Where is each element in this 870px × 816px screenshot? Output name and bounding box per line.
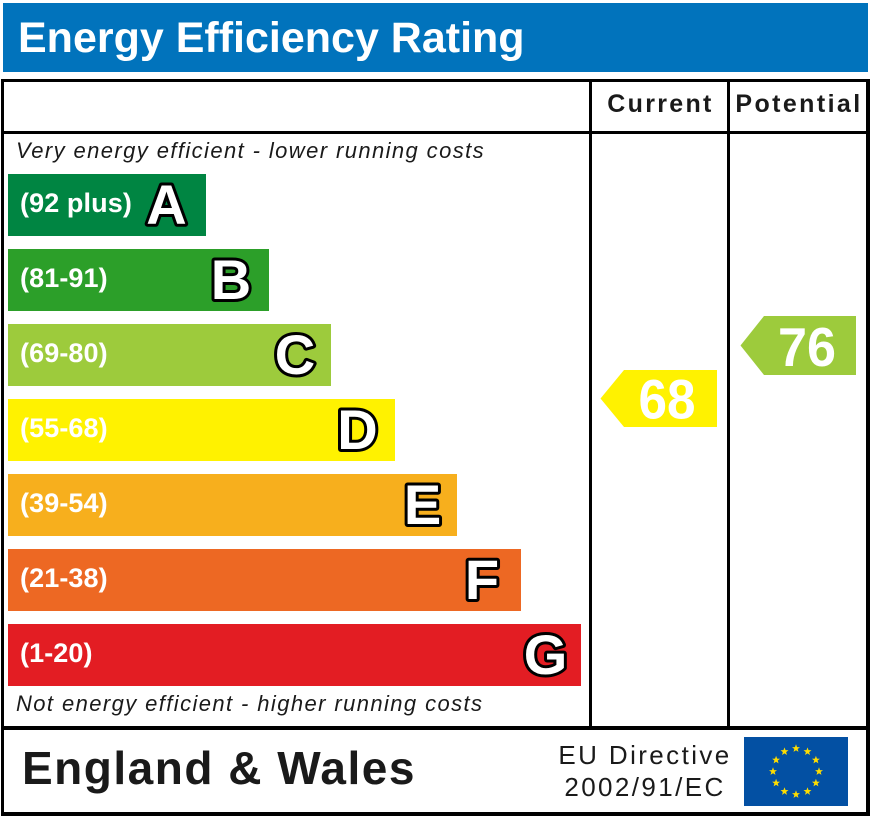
svg-text:D: D: [337, 398, 377, 461]
svg-text:B: B: [211, 248, 251, 311]
svg-text:76: 76: [778, 316, 836, 378]
svg-text:A: A: [146, 173, 186, 236]
svg-text:G: G: [524, 623, 568, 686]
svg-text:E: E: [404, 473, 441, 536]
svg-text:F: F: [465, 548, 499, 611]
svg-text:C: C: [275, 323, 315, 386]
svg-text:68: 68: [639, 368, 696, 431]
